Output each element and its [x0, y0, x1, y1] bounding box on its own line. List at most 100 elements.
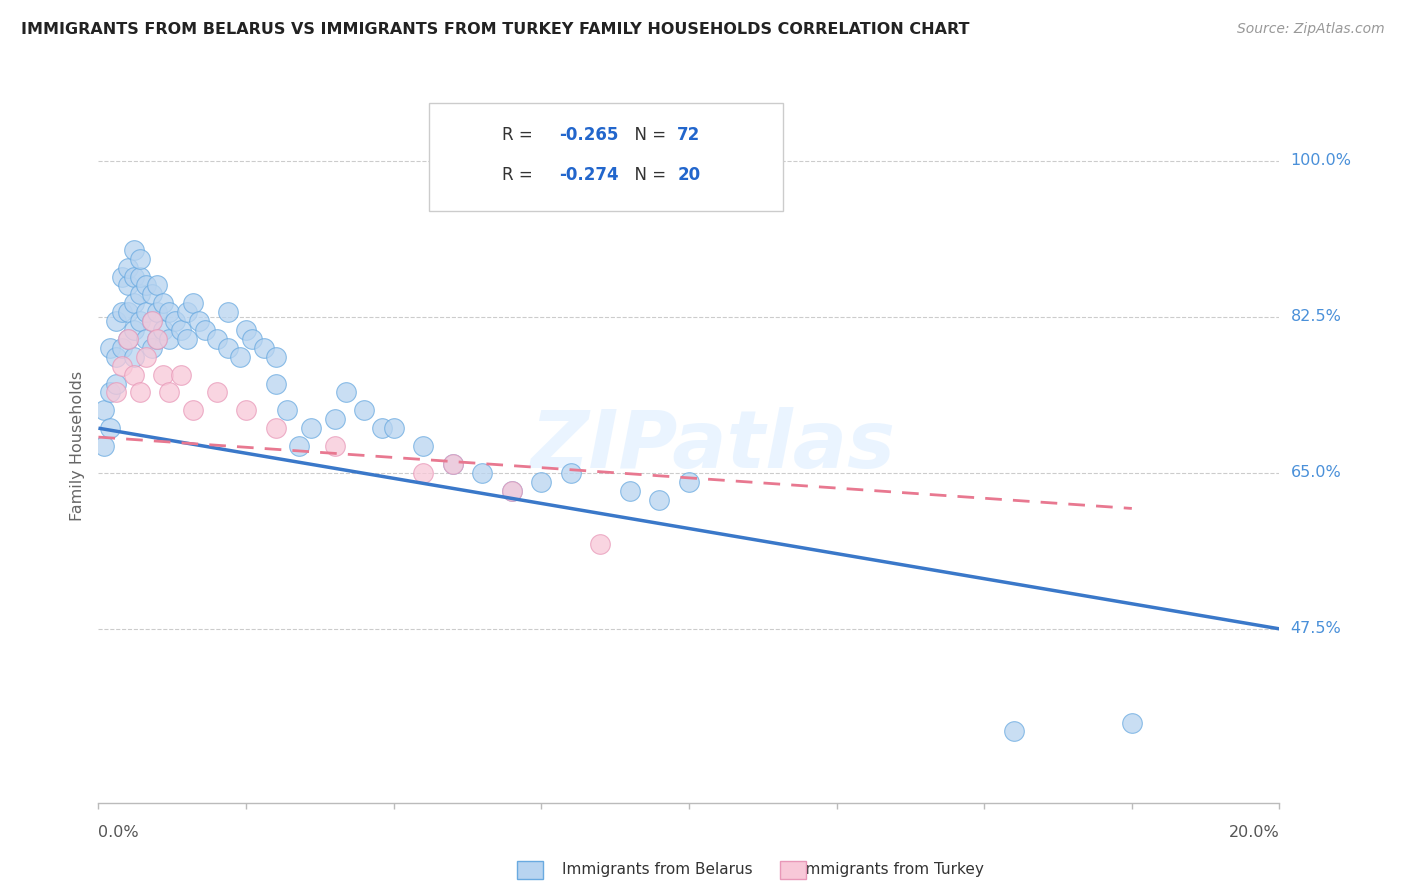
Point	[117, 278, 139, 293]
Point	[501, 483, 523, 498]
Text: Immigrants from Turkey: Immigrants from Turkey	[801, 863, 984, 877]
Point	[412, 439, 434, 453]
Text: -0.274: -0.274	[560, 166, 619, 184]
Point	[128, 385, 150, 400]
Text: N =: N =	[624, 126, 671, 144]
Point	[170, 323, 193, 337]
Point	[170, 368, 193, 382]
Point	[135, 332, 157, 346]
Text: Immigrants from Belarus: Immigrants from Belarus	[562, 863, 754, 877]
Point	[122, 269, 145, 284]
Point	[353, 403, 375, 417]
Point	[146, 332, 169, 346]
Point	[678, 475, 700, 489]
Point	[441, 457, 464, 471]
Y-axis label: Family Households: Family Households	[69, 371, 84, 521]
Point	[152, 368, 174, 382]
Text: 20.0%: 20.0%	[1229, 825, 1279, 840]
Point	[648, 492, 671, 507]
Point	[117, 332, 139, 346]
Point	[619, 483, 641, 498]
Text: N =: N =	[624, 166, 671, 184]
Point	[194, 323, 217, 337]
Point	[235, 403, 257, 417]
FancyBboxPatch shape	[429, 103, 783, 211]
Point	[181, 403, 204, 417]
Point	[111, 305, 134, 319]
Point	[229, 350, 252, 364]
Point	[117, 332, 139, 346]
Point	[98, 421, 121, 435]
Point	[176, 332, 198, 346]
Point	[146, 305, 169, 319]
Point	[98, 385, 121, 400]
Point	[441, 457, 464, 471]
Point	[105, 314, 128, 328]
Point	[128, 287, 150, 301]
Point	[471, 466, 494, 480]
Text: -0.265: -0.265	[560, 126, 619, 144]
Point	[412, 466, 434, 480]
Point	[98, 341, 121, 355]
Point	[253, 341, 276, 355]
Point	[122, 296, 145, 310]
Point	[560, 466, 582, 480]
Point	[135, 278, 157, 293]
Point	[235, 323, 257, 337]
Point	[111, 269, 134, 284]
Point	[157, 385, 180, 400]
Point	[1002, 724, 1025, 739]
Point	[93, 439, 115, 453]
Point	[240, 332, 263, 346]
Point	[299, 421, 322, 435]
Point	[135, 305, 157, 319]
Point	[217, 305, 239, 319]
Point	[382, 421, 405, 435]
Point	[105, 376, 128, 391]
Point	[323, 439, 346, 453]
Point	[152, 296, 174, 310]
Text: 100.0%: 100.0%	[1291, 153, 1351, 168]
Point	[176, 305, 198, 319]
Point	[276, 403, 298, 417]
Text: 72: 72	[678, 126, 700, 144]
Point	[146, 332, 169, 346]
Point	[1121, 715, 1143, 730]
Text: 0.0%: 0.0%	[98, 825, 139, 840]
Text: 82.5%: 82.5%	[1291, 310, 1341, 324]
Point	[122, 243, 145, 257]
Point	[205, 332, 228, 346]
Point	[105, 385, 128, 400]
Point	[264, 350, 287, 364]
Point	[111, 341, 134, 355]
Point	[122, 350, 145, 364]
Point	[117, 305, 139, 319]
Point	[141, 287, 163, 301]
Text: Source: ZipAtlas.com: Source: ZipAtlas.com	[1237, 22, 1385, 37]
Legend: , : ,	[456, 119, 506, 185]
Point	[264, 376, 287, 391]
Point	[135, 350, 157, 364]
Point	[141, 314, 163, 328]
Point	[589, 537, 612, 551]
Point	[122, 368, 145, 382]
Point	[111, 359, 134, 373]
Point	[122, 323, 145, 337]
Text: 47.5%: 47.5%	[1291, 622, 1341, 636]
Point	[530, 475, 553, 489]
Point	[146, 278, 169, 293]
Point	[152, 323, 174, 337]
Point	[187, 314, 209, 328]
Text: ZIPatlas: ZIPatlas	[530, 407, 896, 485]
Point	[335, 385, 357, 400]
Point	[141, 341, 163, 355]
Point	[371, 421, 394, 435]
Text: R =: R =	[502, 126, 538, 144]
Point	[157, 305, 180, 319]
Point	[288, 439, 311, 453]
Point	[128, 314, 150, 328]
Point	[165, 314, 187, 328]
Point	[128, 252, 150, 266]
Point	[93, 403, 115, 417]
Point	[141, 314, 163, 328]
